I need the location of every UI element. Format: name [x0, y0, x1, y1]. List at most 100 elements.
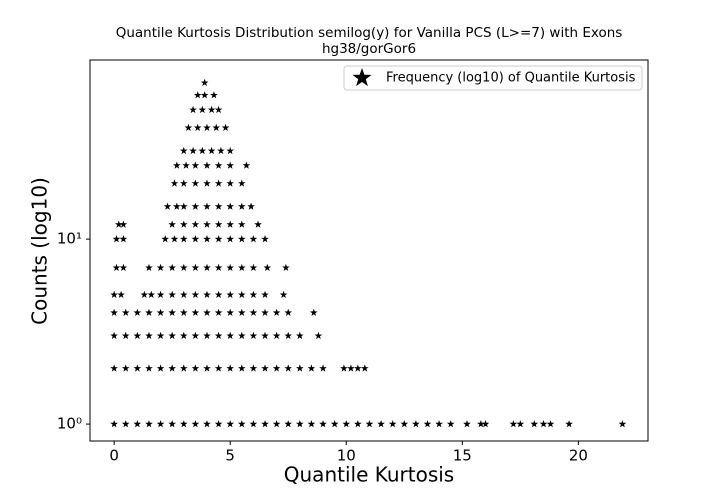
point: [238, 179, 246, 187]
point: [203, 220, 211, 228]
point: [117, 290, 125, 298]
y-tick-label: 10⁰: [57, 415, 82, 433]
point: [191, 202, 200, 210]
point: [284, 420, 292, 428]
point: [180, 263, 188, 271]
point: [310, 308, 318, 316]
point: [189, 146, 197, 155]
chart-title: Quantile Kurtosis Distribution semilog(y…: [116, 25, 623, 41]
point: [203, 202, 211, 210]
point: [168, 364, 176, 372]
point: [423, 420, 432, 428]
point: [618, 420, 627, 428]
point: [156, 290, 165, 298]
legend-label: Frequency (log10) of Quantile Kurtosis: [386, 71, 636, 86]
point: [249, 235, 258, 243]
point: [212, 123, 221, 131]
point: [388, 420, 397, 428]
point: [115, 220, 123, 228]
y-axis-label: Counts (log10): [28, 177, 52, 325]
point: [509, 420, 518, 428]
point: [249, 364, 258, 372]
point: [170, 179, 179, 187]
point: [110, 308, 118, 316]
legend: Frequency (log10) of Quantile Kurtosis: [343, 65, 643, 91]
point: [238, 364, 246, 372]
point: [284, 364, 292, 372]
point: [110, 331, 118, 340]
point: [249, 308, 258, 316]
point: [193, 123, 202, 131]
point: [226, 331, 234, 340]
point: [214, 263, 223, 271]
point: [377, 420, 385, 428]
point: [226, 202, 234, 210]
point: [214, 105, 223, 114]
point: [191, 331, 200, 340]
x-tick-label: 10: [337, 447, 356, 465]
point: [565, 420, 573, 428]
point: [173, 161, 181, 169]
point: [221, 123, 230, 131]
point: [145, 364, 153, 372]
point: [226, 290, 234, 298]
point: [340, 364, 348, 372]
point: [238, 290, 246, 298]
point: [217, 146, 225, 155]
point: [238, 202, 246, 210]
point: [272, 364, 281, 372]
point: [203, 263, 211, 271]
point: [145, 331, 153, 340]
x-tick-label: 15: [453, 447, 472, 465]
point: [261, 331, 269, 340]
point: [168, 420, 176, 428]
point: [214, 202, 223, 210]
point: [319, 420, 327, 428]
point: [191, 308, 200, 316]
point: [173, 202, 181, 210]
point: [238, 331, 246, 340]
point: [203, 331, 211, 340]
x-tick-label: 20: [569, 447, 588, 465]
x-tick-label: 5: [225, 447, 235, 465]
point: [347, 364, 355, 372]
point: [435, 420, 443, 428]
y-tick-label: 10¹: [57, 230, 82, 248]
point: [156, 308, 165, 316]
point: [226, 420, 234, 428]
point: [226, 263, 234, 271]
point: [110, 364, 118, 372]
point: [284, 308, 292, 316]
point: [477, 420, 485, 428]
point: [354, 420, 362, 428]
point: [249, 420, 258, 428]
point: [133, 420, 142, 428]
point: [365, 420, 374, 428]
plot-area: [89, 59, 649, 442]
point: [161, 235, 169, 243]
point: [319, 364, 327, 372]
point: [226, 235, 234, 243]
point: [207, 146, 216, 155]
point: [330, 420, 339, 428]
point: [168, 290, 176, 298]
point: [272, 308, 281, 316]
point: [412, 420, 420, 428]
point: [226, 179, 234, 187]
point: [214, 179, 223, 187]
point: [145, 308, 153, 316]
point: [184, 123, 193, 131]
point: [200, 91, 209, 99]
point: [296, 331, 304, 340]
point: [119, 235, 128, 243]
point: [214, 331, 223, 340]
point: [156, 263, 165, 271]
point: [314, 331, 323, 340]
point: [121, 308, 130, 316]
point: [210, 91, 218, 99]
point: [307, 420, 316, 428]
point: [361, 364, 369, 372]
point: [214, 290, 223, 298]
point: [226, 146, 234, 155]
